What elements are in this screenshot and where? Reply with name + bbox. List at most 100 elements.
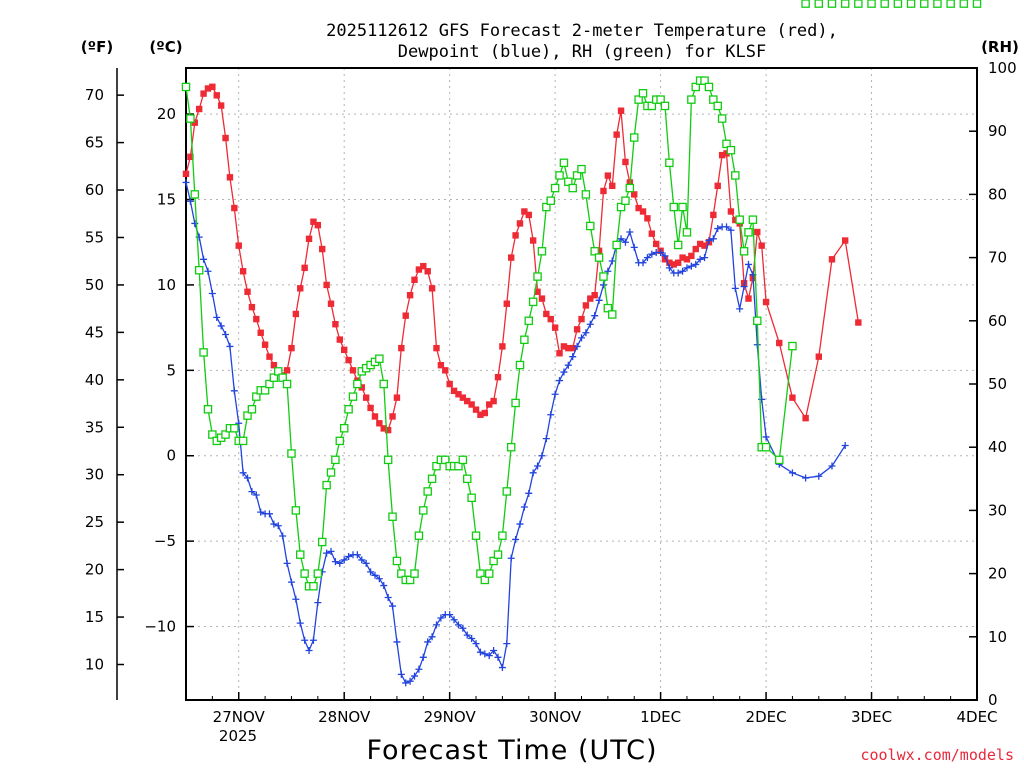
temperature-point: [261, 341, 269, 348]
rh-point: [339, 423, 349, 433]
dewpoint-point: [296, 619, 304, 627]
temperature-point: [701, 242, 708, 249]
dewpoint-point: [525, 489, 533, 497]
dewpoint-point: [643, 254, 651, 262]
rh-point: [300, 569, 309, 578]
temperature-point: [841, 237, 849, 244]
rh-point: [489, 556, 498, 566]
rh-point: [208, 430, 217, 439]
temperature-point: [371, 413, 379, 420]
year-label: 2025: [219, 727, 257, 745]
temperature-point: [433, 344, 440, 352]
dewpoint-point: [564, 361, 572, 369]
dewpoint-point: [696, 255, 704, 263]
celsius-tick-label: −10: [144, 618, 176, 636]
dewpoint-point: [217, 322, 225, 330]
dewpoint-point: [380, 582, 388, 590]
rh-point: [238, 436, 248, 446]
dewpoint-point: [762, 433, 770, 441]
temperature-point: [600, 187, 607, 195]
rh-point: [542, 202, 551, 212]
dewpoint-point: [744, 260, 752, 268]
temperature-point: [762, 298, 770, 306]
dewpoint-point: [244, 474, 252, 482]
rh-tick-label: 40: [988, 438, 1007, 456]
rh-point: [317, 537, 327, 547]
dewpoint-point: [476, 648, 484, 656]
rh-point: [581, 190, 591, 199]
temperature-point: [815, 353, 822, 360]
fahrenheit-tick-label: 65: [85, 134, 104, 152]
rh-point: [867, 0, 876, 8]
dewpoint-point: [657, 248, 665, 256]
dewpoint-point: [459, 624, 467, 632]
temperature-point: [565, 344, 572, 352]
rh-tick-label: 20: [988, 565, 1007, 583]
rh-point: [704, 82, 714, 92]
dewpoint-point: [534, 462, 542, 470]
dewpoint-point: [573, 342, 581, 350]
rh-point: [199, 348, 208, 357]
rh-point: [612, 240, 621, 250]
rh-point: [827, 0, 837, 8]
temperature-point: [402, 312, 409, 319]
rh-point: [946, 0, 955, 8]
dewpoint-point: [485, 652, 493, 660]
temperature-point: [459, 394, 467, 401]
temperature-point: [266, 353, 273, 360]
rh-point: [432, 461, 441, 471]
rh-point: [335, 436, 345, 446]
dewpoint-point: [679, 267, 687, 275]
fahrenheit-tick-label: 60: [85, 181, 104, 199]
dewpoint-point: [683, 264, 691, 272]
temperature-point: [538, 295, 546, 302]
fahrenheit-tick-label: 55: [85, 228, 104, 246]
temperature-point: [718, 151, 726, 159]
dewpoint-point: [723, 223, 731, 231]
temperature-point: [323, 281, 330, 289]
rh-point: [546, 196, 555, 205]
dewpoint-point: [639, 259, 647, 267]
temperature-point: [301, 264, 308, 272]
temperature-point: [389, 413, 396, 420]
fahrenheit-tick-label: 25: [85, 513, 104, 531]
rh-point: [713, 101, 722, 111]
dewpoint-point: [287, 578, 295, 586]
rh-point: [462, 474, 472, 484]
temperature-point: [341, 346, 348, 354]
dewpoint-point: [415, 665, 423, 673]
dewpoint-point: [450, 616, 458, 624]
rh-point: [480, 575, 490, 585]
dewpoint-point: [586, 320, 594, 328]
temperature-point: [503, 300, 510, 307]
dewpoint-point: [788, 469, 796, 477]
dewpoint-point: [323, 549, 331, 557]
dewpoint-point: [419, 653, 427, 661]
rh-point: [419, 506, 428, 515]
temperature-point: [182, 170, 190, 178]
x-tick-label: 4DEC: [956, 708, 997, 726]
temperature-point: [248, 303, 256, 311]
dewpoint-point: [498, 664, 506, 672]
fahrenheit-unit-label: (ºF): [81, 38, 113, 56]
rh-point: [287, 449, 296, 458]
celsius-tick-label: 10: [157, 276, 176, 294]
rh-point: [731, 171, 740, 180]
temperature-point: [415, 266, 423, 273]
rh-point: [906, 0, 916, 8]
temperature-point: [587, 295, 594, 302]
temperature-point: [710, 211, 717, 219]
temperature-point: [305, 235, 313, 243]
temperature-point: [213, 92, 220, 99]
temperature-point: [187, 153, 194, 161]
rh-point: [634, 95, 643, 104]
rh-point: [278, 373, 287, 382]
rh-point: [726, 145, 736, 155]
x-tick-label: 3DEC: [851, 708, 892, 726]
dewpoint-point: [709, 235, 717, 243]
rh-point: [190, 190, 200, 199]
temperature-point: [257, 329, 264, 336]
temperature-point: [653, 240, 660, 248]
temperature-point: [609, 182, 616, 190]
